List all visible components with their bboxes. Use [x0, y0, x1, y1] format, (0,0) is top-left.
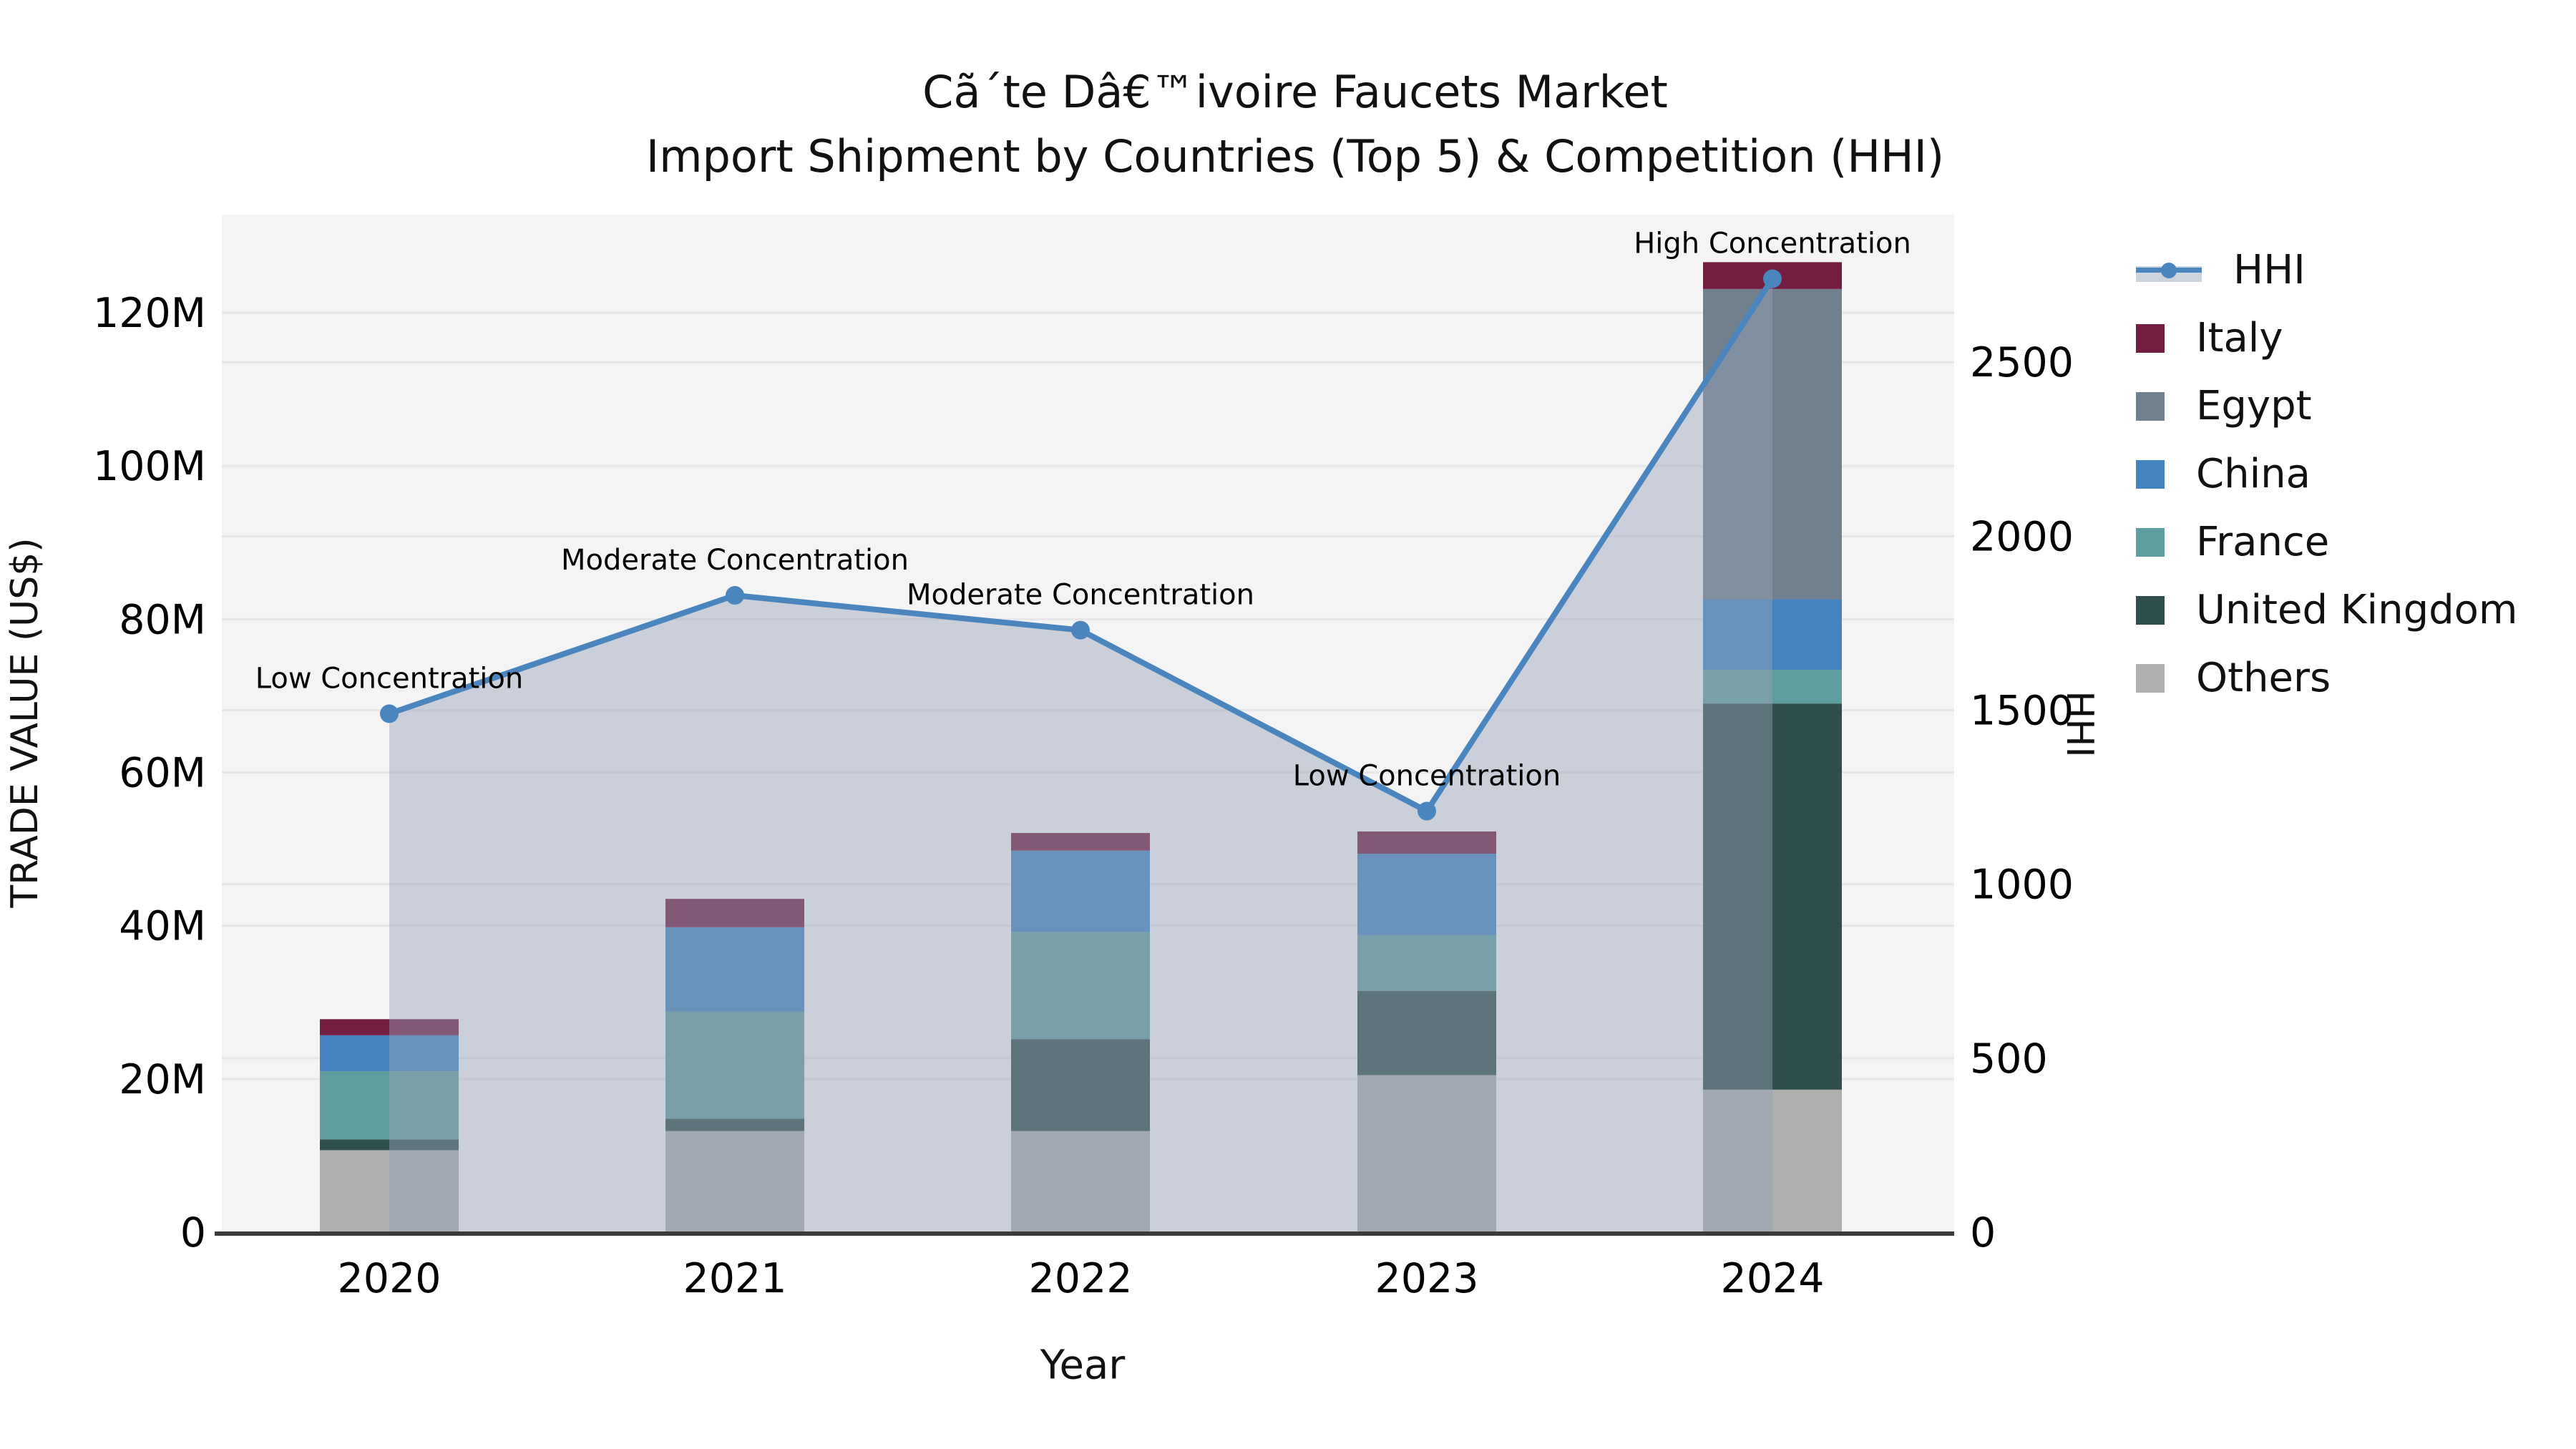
- bar-segment-italy-2022[interactable]: [1011, 833, 1150, 851]
- legend-item-united-kingdom[interactable]: United Kingdom: [2136, 576, 2517, 644]
- annotation-2021: Moderate Concentration: [561, 544, 909, 577]
- chart-title-line2: Import Shipment by Countries (Top 5) & C…: [645, 130, 1945, 182]
- legend-label-egypt: Egypt: [2196, 383, 2312, 429]
- legend-item-italy[interactable]: Italy: [2136, 304, 2517, 372]
- x-tick-2022: 2022: [1028, 1255, 1132, 1302]
- annotation-2022: Moderate Concentration: [907, 579, 1254, 612]
- right-tick-2000: 2000: [1970, 513, 2074, 560]
- x-tick-2024: 2024: [1720, 1255, 1824, 1302]
- right-tick-1000: 1000: [1970, 862, 2074, 909]
- bar-segment-china-2021[interactable]: [665, 927, 804, 1012]
- bar-segment-others-2023[interactable]: [1357, 1075, 1496, 1232]
- bar-segment-france-2024[interactable]: [1703, 670, 1842, 704]
- bar-segment-others-2022[interactable]: [1011, 1131, 1150, 1232]
- right-tick-2500: 2500: [1970, 339, 2074, 386]
- x-tick-2020: 2020: [337, 1255, 441, 1302]
- right-tick-1500: 1500: [1970, 688, 2074, 735]
- chart-title-line1: Cã´te Dâ€™ivoire Faucets Market: [922, 66, 1668, 118]
- bar-segment-france-2021[interactable]: [665, 1011, 804, 1119]
- bar-segment-united-kingdom-2022[interactable]: [1011, 1039, 1150, 1131]
- left-tick-100M: 100M: [93, 443, 206, 490]
- hhi-point-2021[interactable]: [726, 586, 744, 605]
- legend-label-others: Others: [2196, 655, 2331, 701]
- hhi-point-2024[interactable]: [1763, 269, 1782, 288]
- right-tick-500: 500: [1970, 1035, 2048, 1083]
- left-tick-120M: 120M: [93, 290, 206, 337]
- legend-item-others[interactable]: Others: [2136, 644, 2517, 712]
- chart-title: Cã´te Dâ€™ivoire Faucets Market Import S…: [646, 60, 1944, 189]
- legend-item-egypt[interactable]: Egypt: [2136, 372, 2517, 440]
- x-axis-title: Year: [1040, 1342, 1126, 1389]
- legend-label-united-kingdom: United Kingdom: [2196, 587, 2518, 633]
- legend-item-china[interactable]: China: [2136, 440, 2517, 508]
- right-tick-0: 0: [1970, 1209, 1996, 1257]
- bar-segment-others-2021[interactable]: [665, 1131, 804, 1232]
- legend-item-hhi[interactable]: HHI: [2136, 236, 2517, 304]
- annotation-2023: Low Concentration: [1293, 760, 1561, 793]
- bar-segment-china-2022[interactable]: [1011, 850, 1150, 932]
- left-tick-60M: 60M: [119, 750, 206, 797]
- bar-segment-united-kingdom-2021[interactable]: [665, 1118, 804, 1131]
- legend-label-france: France: [2196, 519, 2330, 565]
- bar-segment-italy-2020[interactable]: [320, 1019, 459, 1035]
- bar-segment-china-2023[interactable]: [1357, 854, 1496, 935]
- annotation-2020: Low Concentration: [255, 662, 523, 695]
- hhi-area-fill: [389, 278, 1772, 1232]
- bar-segment-italy-2023[interactable]: [1357, 831, 1496, 854]
- legend-swatch-others: [2136, 663, 2165, 693]
- left-tick-80M: 80M: [119, 596, 206, 643]
- left-tick-0: 0: [180, 1209, 206, 1257]
- bar-segment-united-kingdom-2020[interactable]: [320, 1139, 459, 1151]
- bar-segment-france-2022[interactable]: [1011, 932, 1150, 1040]
- legend-label-italy: Italy: [2196, 315, 2283, 361]
- bar-segment-united-kingdom-2024[interactable]: [1703, 703, 1842, 1090]
- legend-item-france[interactable]: France: [2136, 508, 2517, 576]
- annotation-2024: High Concentration: [1634, 227, 1911, 260]
- hhi-point-2023[interactable]: [1418, 801, 1436, 821]
- legend-swatch-france: [2136, 527, 2165, 557]
- bar-segment-france-2020[interactable]: [320, 1071, 459, 1140]
- bar-segment-others-2020[interactable]: [320, 1150, 459, 1232]
- legend: HHI Italy Egypt China France United Kingdom Ot…: [2136, 236, 2517, 712]
- x-tick-2023: 2023: [1375, 1255, 1478, 1302]
- legend-swatch-united-kingdom: [2136, 595, 2165, 625]
- legend-swatch-china: [2136, 459, 2165, 489]
- bar-segment-united-kingdom-2023[interactable]: [1357, 990, 1496, 1075]
- x-tick-2021: 2021: [683, 1255, 786, 1302]
- bar-segment-egypt-2024[interactable]: [1703, 288, 1842, 600]
- legend-label-china: China: [2196, 451, 2311, 497]
- legend-label-hhi: HHI: [2233, 247, 2306, 293]
- bar-segment-others-2024[interactable]: [1703, 1089, 1842, 1232]
- left-tick-20M: 20M: [119, 1056, 206, 1103]
- bar-segment-italy-2021[interactable]: [665, 899, 804, 927]
- legend-swatch-italy: [2136, 323, 2165, 353]
- hhi-point-2022[interactable]: [1071, 620, 1090, 640]
- bar-segment-china-2020[interactable]: [320, 1035, 459, 1072]
- legend-swatch-egypt: [2136, 391, 2165, 421]
- hhi-line-swatch-icon: [2136, 256, 2202, 285]
- bar-segment-china-2024[interactable]: [1703, 599, 1842, 670]
- hhi-point-2020[interactable]: [380, 704, 399, 723]
- bar-segment-france-2023[interactable]: [1357, 935, 1496, 991]
- hhi-swatch-dot: [2161, 262, 2177, 278]
- left-tick-40M: 40M: [119, 903, 206, 950]
